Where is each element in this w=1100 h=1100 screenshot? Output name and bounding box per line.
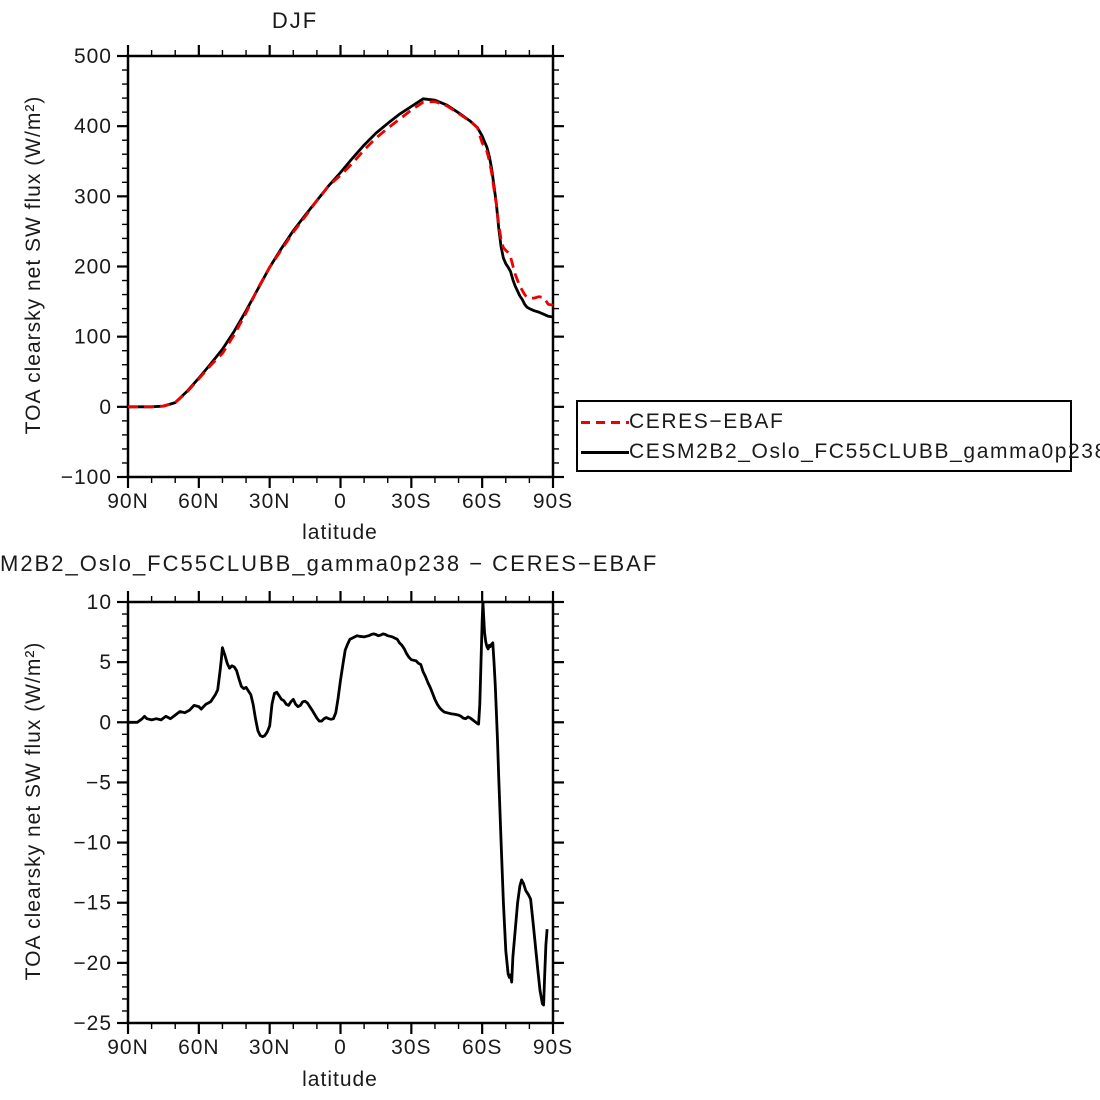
x-tick-label: 90N: [107, 490, 149, 513]
top-chart-x-axis-label: latitude: [302, 521, 378, 544]
x-tick-label: 90S: [533, 1036, 573, 1059]
y-tick-label: −20: [73, 952, 112, 975]
top-chart-y-axis-label: TOA clearsky net SW flux (W/m²): [22, 95, 45, 435]
legend-label-ceres: CERES−EBAF: [629, 410, 785, 433]
series-line-difference: [128, 600, 549, 1007]
x-tick-label: 60S: [462, 1036, 502, 1059]
y-tick-label: 0: [99, 711, 112, 734]
y-tick-label: 0: [99, 396, 112, 419]
y-tick-label: −10: [73, 832, 112, 855]
x-tick-label: 0: [334, 1036, 347, 1059]
x-tick-label: 30N: [249, 1036, 291, 1059]
bottom-chart-title: M2B2_Oslo_FC55CLUBB_gamma0p238 − CERES−E…: [0, 551, 659, 576]
y-tick-label: −5: [86, 771, 112, 794]
x-tick-label: 30S: [391, 1036, 431, 1059]
black-solid-line-sample: [581, 450, 629, 454]
bottom-chart-y-axis-label: TOA clearsky net SW flux (W/m²): [22, 641, 45, 981]
series-line-ceres-ebaf: [128, 100, 554, 409]
x-tick-label: 60S: [462, 490, 502, 513]
x-tick-label: 60N: [178, 1036, 220, 1059]
x-tick-label: 60N: [178, 490, 220, 513]
y-tick-label: −15: [73, 892, 112, 915]
x-tick-label: 30S: [391, 490, 431, 513]
legend-label-model: CESM2B2_Oslo_FC55CLUBB_gamma0p238: [629, 440, 1100, 463]
x-tick-label: 90S: [533, 490, 573, 513]
chart-1-plot-box: [126, 600, 555, 1025]
red-dashed-line-sample: [581, 420, 629, 424]
y-tick-label: 300: [74, 185, 112, 208]
top-chart-title: DJF: [271, 8, 319, 33]
y-tick-label: 400: [74, 115, 112, 138]
x-tick-label: 90N: [107, 1036, 149, 1059]
bottom-chart-x-axis-label: latitude: [302, 1068, 378, 1091]
y-tick-label: −25: [73, 1012, 112, 1035]
legend-entry-ceres: CERES−EBAF: [581, 410, 784, 434]
x-tick-label: 0: [334, 490, 347, 513]
legend: CERES−EBAF CESM2B2_Oslo_FC55CLUBB_gamma0…: [576, 400, 1100, 472]
chart-0-plot-box: [126, 54, 555, 479]
y-tick-label: 10: [87, 591, 112, 614]
y-tick-label: 500: [74, 45, 112, 68]
y-tick-label: −100: [61, 466, 112, 489]
y-tick-label: 200: [74, 256, 112, 279]
legend-entry-model: CESM2B2_Oslo_FC55CLUBB_gamma0p238: [581, 440, 1100, 464]
x-tick-label: 30N: [249, 490, 291, 513]
y-tick-label: 100: [74, 326, 112, 349]
series-line-cesm2b2-oslo-fc55clubb-gamma0p238: [128, 97, 554, 409]
y-tick-label: 5: [99, 651, 112, 674]
